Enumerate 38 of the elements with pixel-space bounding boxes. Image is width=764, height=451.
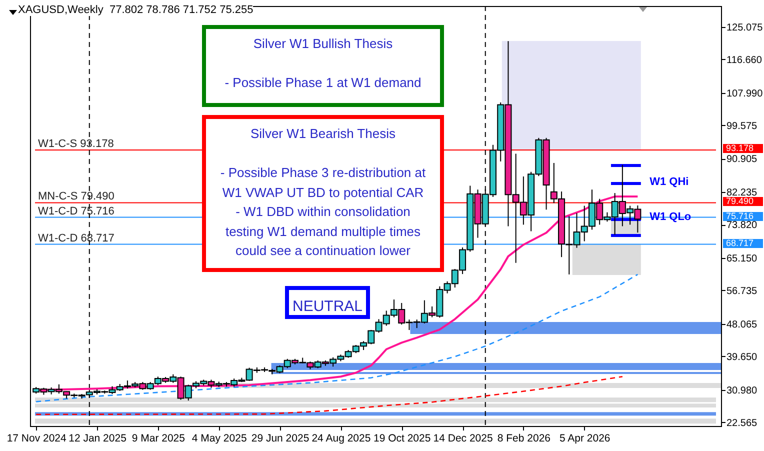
y-tick-label: 82.235 [726, 188, 758, 199]
x-tick-label: 29 Jun 2025 [251, 432, 310, 444]
x-tick-label: 12 Jan 2025 [68, 432, 127, 444]
annotation: W1-C-D 68.717 [38, 232, 114, 244]
y-tick-label: 116.660 [726, 54, 762, 66]
y-tick-label: 99.575 [726, 120, 758, 132]
line-series [35, 376, 624, 416]
x-tick-label: 24 Aug 2025 [312, 432, 371, 444]
x-tick-label: 17 Nov 2024 [6, 432, 67, 444]
x-tick-label: 19 Oct 2025 [374, 432, 431, 444]
y-tick-label: 73.820 [726, 220, 758, 232]
annotation: NEUTRAL [291, 297, 364, 317]
x-tick-label: 5 Apr 2026 [559, 432, 610, 444]
y-tick-label: 48.065 [726, 319, 758, 330]
framed-note: Silver W1 Bearish Thesis - Possible Phase 3 re-distribution at W1 VWAP UT BD to potential CAR - W1 DBD within consolidation testing W1 demand multiple times could see a continuation lower [202, 115, 444, 272]
framed-note: Silver W1 Bullish Thesis - Possible Phase 1 at W1 demand [202, 25, 444, 107]
line-series [35, 274, 638, 402]
x-tick-label: 9 Mar 2025 [132, 432, 186, 444]
y-tick-label: 125.075 [726, 22, 764, 34]
annotation: W1-C-D 75.716 [38, 205, 114, 218]
y-tick-label: 65.150 [726, 254, 758, 265]
x-tick-label: 8 Feb 2026 [497, 432, 551, 444]
x-tick-label: 4 May 2025 [192, 432, 247, 444]
annotation: W1 QHi [650, 176, 689, 188]
y-tick-label: 22.565 [726, 418, 758, 429]
y-tick-label: 90.905 [726, 154, 758, 166]
y-tick-label: 56.735 [726, 286, 758, 297]
y-tick-label: 30.980 [726, 385, 758, 396]
y-tick-label: 39.650 [726, 352, 758, 363]
x-tick-label: 14 Dec 2025 [433, 432, 493, 444]
ref-line-label: 79.490 [723, 196, 763, 206]
framed-note: NEUTRAL [285, 286, 370, 319]
ref-line-label: 93.178 [723, 143, 763, 154]
ref-line-label: 75.716 [723, 210, 763, 221]
ref-line-label: 68.717 [723, 238, 763, 248]
chart-title: XAGUSD,Weekly 77.802 78.786 71.752 75.255 [18, 4, 254, 16]
annotation: W1-C-S 93.178 [38, 138, 114, 150]
y-tick-label: 107.990 [726, 88, 764, 100]
